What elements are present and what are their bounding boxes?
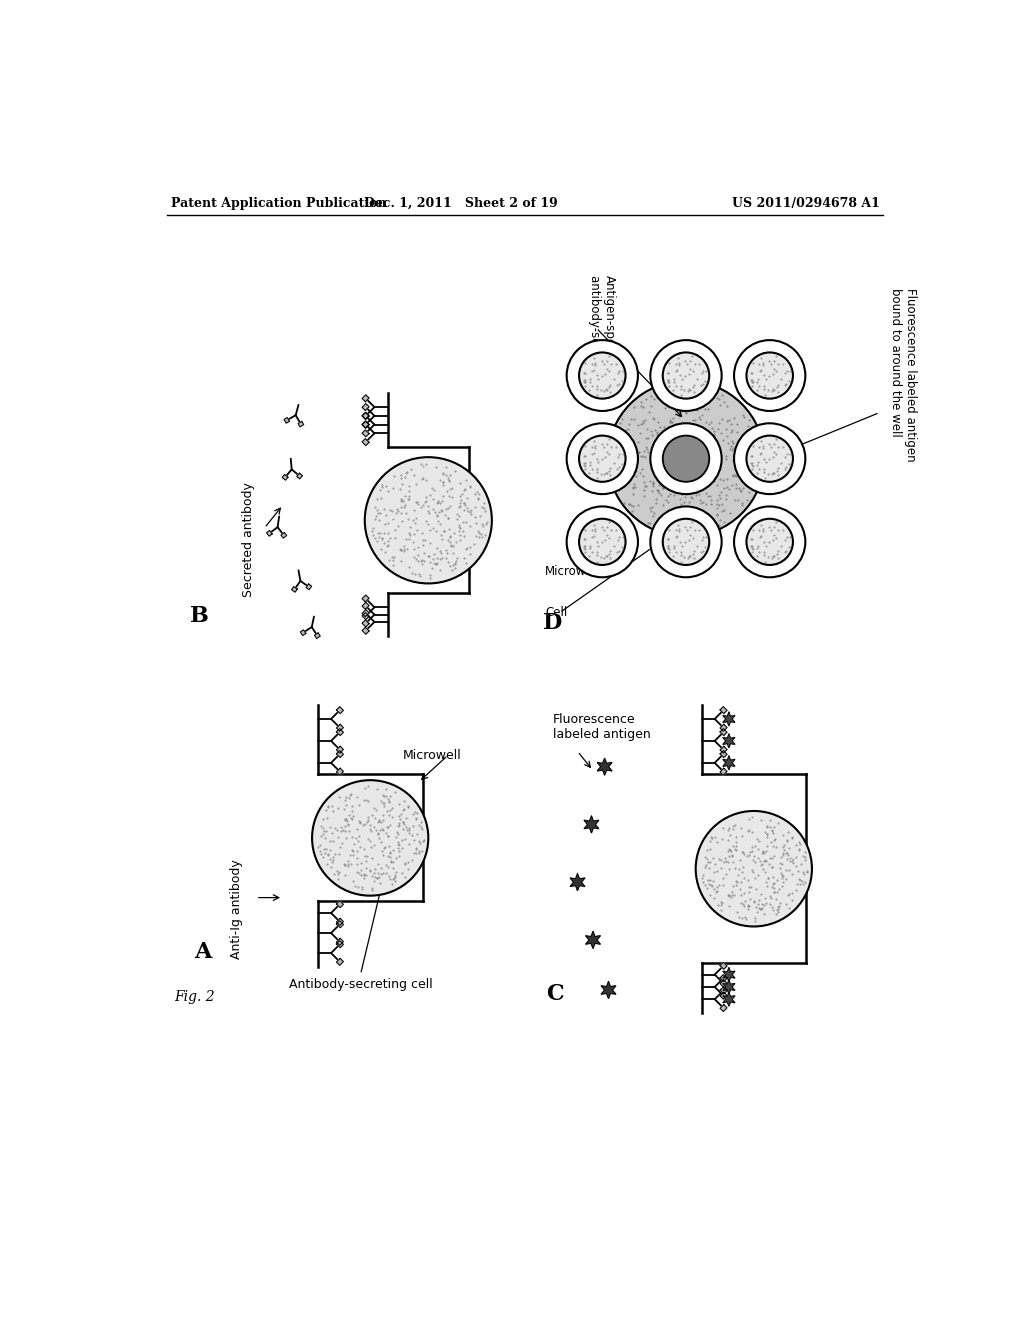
Polygon shape: [298, 421, 304, 426]
Polygon shape: [720, 768, 727, 775]
Text: Fluorescence
labeled antigen: Fluorescence labeled antigen: [553, 713, 650, 741]
Polygon shape: [306, 583, 311, 590]
Text: Fluorescence labeled antigen
bound to around the well: Fluorescence labeled antigen bound to ar…: [889, 288, 918, 462]
Polygon shape: [266, 531, 272, 536]
Polygon shape: [597, 758, 612, 775]
Polygon shape: [362, 620, 369, 627]
Circle shape: [734, 341, 805, 411]
Text: Secreted antibody: Secreted antibody: [242, 482, 255, 597]
Polygon shape: [586, 932, 600, 948]
Polygon shape: [720, 751, 727, 758]
Polygon shape: [362, 404, 369, 411]
Text: Patent Application Publication: Patent Application Publication: [171, 197, 386, 210]
Text: Microwell: Microwell: [545, 565, 600, 578]
Circle shape: [650, 507, 722, 577]
Polygon shape: [720, 746, 727, 754]
Polygon shape: [362, 438, 369, 446]
Polygon shape: [570, 874, 585, 891]
Polygon shape: [337, 706, 343, 714]
Polygon shape: [723, 968, 735, 982]
Circle shape: [746, 519, 793, 565]
Polygon shape: [601, 982, 615, 998]
Circle shape: [663, 519, 710, 565]
Polygon shape: [337, 958, 343, 965]
Polygon shape: [337, 725, 343, 731]
Circle shape: [579, 519, 626, 565]
Polygon shape: [720, 706, 727, 714]
Circle shape: [746, 352, 793, 399]
Text: Anti-Ig antibody: Anti-Ig antibody: [230, 859, 243, 960]
Circle shape: [566, 424, 638, 494]
Polygon shape: [584, 816, 599, 833]
Polygon shape: [720, 993, 727, 999]
Polygon shape: [362, 412, 369, 420]
Polygon shape: [720, 979, 727, 987]
Polygon shape: [362, 610, 369, 616]
Polygon shape: [723, 993, 735, 1006]
Polygon shape: [337, 768, 343, 775]
Polygon shape: [300, 630, 306, 635]
Circle shape: [663, 436, 710, 482]
Text: Antibody-secreting cell: Antibody-secreting cell: [289, 978, 432, 991]
Text: Cell: Cell: [545, 606, 567, 619]
Circle shape: [663, 352, 710, 399]
Text: A: A: [194, 941, 211, 964]
Text: Microwell: Microwell: [403, 748, 462, 762]
Polygon shape: [720, 962, 727, 969]
Polygon shape: [337, 939, 343, 945]
Circle shape: [734, 507, 805, 577]
Polygon shape: [720, 1005, 727, 1011]
Text: Fig. 2: Fig. 2: [174, 990, 215, 1005]
Polygon shape: [720, 725, 727, 731]
Circle shape: [695, 810, 812, 927]
Text: D: D: [544, 612, 562, 635]
Polygon shape: [362, 595, 369, 602]
Text: Dec. 1, 2011   Sheet 2 of 19: Dec. 1, 2011 Sheet 2 of 19: [365, 197, 558, 210]
Polygon shape: [362, 395, 369, 401]
Polygon shape: [337, 746, 343, 754]
Polygon shape: [362, 430, 369, 437]
Polygon shape: [362, 627, 369, 634]
Text: B: B: [190, 605, 209, 627]
Polygon shape: [281, 532, 287, 539]
Polygon shape: [720, 729, 727, 735]
Text: C: C: [547, 983, 564, 1006]
Circle shape: [746, 436, 793, 482]
Polygon shape: [337, 941, 343, 948]
Polygon shape: [314, 634, 321, 639]
Circle shape: [365, 457, 492, 583]
Polygon shape: [362, 612, 369, 619]
Polygon shape: [723, 979, 735, 994]
Polygon shape: [337, 751, 343, 758]
Polygon shape: [723, 756, 735, 770]
Circle shape: [579, 352, 626, 399]
Polygon shape: [362, 602, 369, 610]
Polygon shape: [292, 586, 297, 593]
Polygon shape: [337, 921, 343, 928]
Polygon shape: [720, 987, 727, 994]
Text: Antigen-specific
antibody-secreting cell: Antigen-specific antibody-secreting cell: [589, 276, 616, 411]
Polygon shape: [337, 900, 343, 908]
Circle shape: [650, 341, 722, 411]
Polygon shape: [362, 421, 369, 428]
Polygon shape: [362, 421, 369, 428]
Circle shape: [566, 341, 638, 411]
Polygon shape: [337, 729, 343, 735]
Polygon shape: [283, 474, 288, 480]
Polygon shape: [284, 417, 290, 424]
Circle shape: [607, 380, 765, 537]
Text: US 2011/0294678 A1: US 2011/0294678 A1: [732, 197, 880, 210]
Circle shape: [566, 507, 638, 577]
Circle shape: [734, 424, 805, 494]
Polygon shape: [720, 974, 727, 982]
Polygon shape: [297, 473, 302, 479]
Polygon shape: [723, 711, 735, 726]
Polygon shape: [723, 734, 735, 748]
Circle shape: [650, 424, 722, 494]
Polygon shape: [337, 919, 343, 925]
Circle shape: [579, 436, 626, 482]
Circle shape: [312, 780, 428, 896]
Polygon shape: [362, 412, 369, 420]
